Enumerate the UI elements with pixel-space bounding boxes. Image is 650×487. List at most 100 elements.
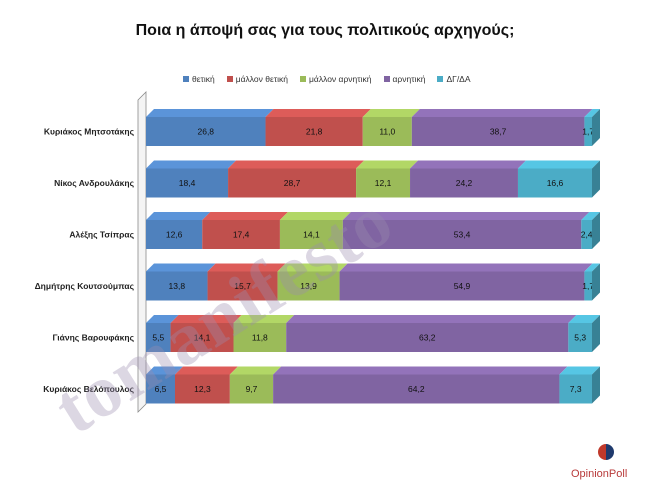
bar-segment-top — [229, 366, 282, 375]
bar-segment-top — [411, 109, 593, 117]
legend-label: αρνητική — [392, 74, 426, 84]
data-label: 16,6 — [547, 178, 564, 188]
legend-swatch — [226, 76, 233, 82]
bar-segment — [146, 323, 171, 352]
data-label: 18,4 — [179, 178, 196, 188]
data-label: 7,3 — [570, 384, 582, 394]
bar-segment — [342, 220, 582, 249]
bar-segment-top — [146, 160, 237, 169]
legend-label: θετική — [192, 74, 215, 84]
legend-swatch — [383, 76, 390, 82]
bar-segment-top — [584, 263, 600, 272]
legend-swatch — [183, 76, 189, 82]
bar-side — [592, 315, 600, 352]
data-label: 63,2 — [419, 333, 436, 343]
bar-segment-top — [273, 366, 568, 375]
bar-segment-top — [559, 366, 600, 375]
bar-segment — [233, 323, 287, 352]
bar-segment — [273, 374, 560, 404]
bar-segment — [356, 168, 411, 198]
bar-segment — [146, 117, 266, 146]
bar-side — [592, 212, 600, 249]
bar-segment — [207, 271, 278, 301]
bar-segment — [228, 168, 357, 198]
bar-segment-top — [362, 109, 420, 117]
bar-segment-top — [584, 109, 600, 117]
legend: θετική μάλλον θετική μάλλον αρνητική αρνητι… — [183, 74, 471, 84]
bar-segment — [584, 271, 592, 301]
data-label: 14,1 — [303, 230, 320, 240]
bar-segment-top — [202, 212, 288, 220]
legend-label: ΔΓ/ΔΑ — [446, 74, 471, 84]
data-label: 9,7 — [246, 384, 258, 394]
data-label: 5,5 — [152, 333, 164, 343]
bar-segment — [362, 117, 412, 146]
data-label: 53,4 — [454, 230, 471, 240]
bar-segment — [584, 117, 592, 146]
data-label: 14,1 — [194, 333, 211, 343]
bar-segment — [559, 374, 592, 404]
bar-segment-top — [581, 212, 600, 220]
data-label: 28,7 — [284, 178, 301, 188]
category-label: Γιάνης Βαρουφάκης — [52, 333, 134, 343]
bar-segment-top — [174, 366, 238, 375]
legend-item: ΔΓ/ΔΑ — [437, 74, 471, 84]
legend-item: αρνητική — [383, 74, 426, 84]
bar-segment-top — [146, 212, 211, 220]
data-label: 6,5 — [155, 384, 167, 394]
data-label: 13,9 — [300, 281, 317, 291]
bar-segment-top — [356, 160, 419, 169]
bar-side — [592, 366, 600, 404]
chart-title: Ποια η άποψή σας για τους πολιτικούς αρχ… — [135, 22, 515, 39]
bar-side — [592, 109, 600, 146]
legend-item: θετική — [183, 74, 215, 84]
data-label: 15,7 — [234, 281, 251, 291]
data-label: 5,3 — [574, 333, 586, 343]
bar-segment — [286, 323, 569, 352]
category-label: Αλέξης Τσίπρας — [69, 230, 134, 240]
bar-segment-top — [342, 212, 590, 220]
bar-segment — [170, 323, 234, 352]
bar-segment-top — [279, 212, 351, 220]
bar-segment-top — [339, 263, 593, 272]
bar-segment-top — [286, 315, 577, 323]
data-label: 54,9 — [454, 281, 471, 291]
legend-swatch — [437, 76, 444, 82]
bar-segment-top — [207, 263, 286, 272]
data-label: 1,7 — [582, 127, 594, 137]
data-label: 11,0 — [379, 127, 395, 137]
bar-segment — [202, 220, 280, 249]
bar-segment — [277, 271, 340, 301]
bar-segment — [146, 168, 229, 198]
legend-label: μάλλον αρνητική — [309, 74, 372, 84]
bar-segment — [146, 374, 175, 404]
bar-segment — [265, 117, 363, 146]
data-label: 12,6 — [166, 230, 183, 240]
bar-segment-top — [568, 315, 600, 323]
bar-segment-top — [265, 109, 371, 117]
bar-segment-top — [277, 263, 348, 272]
bar-segment-top — [146, 263, 216, 272]
bar-segment-top — [517, 160, 600, 169]
data-label: 11,8 — [252, 333, 268, 343]
bar-segment-top — [146, 315, 179, 323]
bar-segment-top — [146, 366, 183, 375]
data-label: 12,3 — [194, 384, 211, 394]
category-label: Κυριάκος Μητσοτάκης — [44, 127, 135, 137]
axis-wall — [137, 91, 147, 413]
opinionpoll-logo-icon — [598, 444, 614, 460]
data-label: 24,2 — [456, 178, 473, 188]
bar-side — [592, 160, 600, 198]
bar-segment — [568, 323, 592, 352]
data-label: 64,2 — [408, 384, 425, 394]
bar-segment-top — [170, 315, 242, 323]
category-label: Δημήτρης Κουτσούμπας — [35, 281, 135, 291]
bar-segment-top — [410, 160, 526, 169]
bar-segment — [411, 117, 585, 146]
data-label: 17,4 — [233, 230, 250, 240]
bar-segment — [410, 168, 518, 198]
bar-segment — [279, 220, 343, 249]
data-label: 26,8 — [197, 127, 214, 137]
bar-segment — [146, 220, 203, 249]
